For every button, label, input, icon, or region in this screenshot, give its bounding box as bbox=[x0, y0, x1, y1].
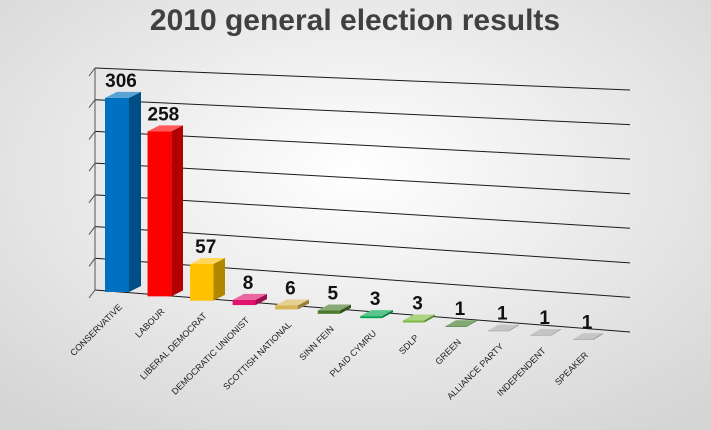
bar-front bbox=[275, 305, 298, 310]
bar bbox=[530, 328, 561, 336]
bar-side bbox=[424, 314, 435, 323]
grid-line bbox=[94, 130, 631, 160]
grid-line bbox=[94, 194, 631, 229]
bar-side bbox=[255, 293, 267, 306]
tick-mark bbox=[88, 257, 96, 267]
data-label: 306 bbox=[105, 71, 137, 92]
data-label: 57 bbox=[195, 237, 216, 258]
bar bbox=[360, 310, 393, 319]
bar-side bbox=[213, 257, 225, 301]
bar bbox=[402, 314, 435, 323]
bar-front bbox=[402, 320, 425, 323]
bar-side bbox=[550, 328, 561, 336]
bar-side bbox=[129, 91, 141, 292]
bar-top bbox=[360, 310, 393, 317]
grid-line bbox=[94, 162, 631, 195]
bar-side bbox=[171, 125, 183, 297]
data-label: 1 bbox=[497, 304, 508, 325]
grid-line bbox=[94, 226, 631, 264]
data-label: 258 bbox=[148, 104, 180, 125]
bar-side bbox=[297, 299, 309, 310]
bar-front bbox=[573, 339, 593, 340]
bar-top bbox=[402, 314, 435, 321]
grid-line bbox=[94, 289, 631, 333]
bar-top bbox=[105, 91, 141, 98]
bar-side bbox=[382, 310, 393, 319]
tick-mark bbox=[88, 226, 96, 235]
data-label: 1 bbox=[582, 312, 593, 333]
data-label: 3 bbox=[412, 294, 423, 315]
bar-top bbox=[487, 324, 519, 331]
data-label: 8 bbox=[243, 273, 254, 294]
bar-front bbox=[232, 299, 256, 306]
chart-title: 2010 general election results bbox=[150, 4, 560, 37]
bar-top bbox=[530, 328, 561, 335]
bar bbox=[105, 91, 141, 292]
data-label: 6 bbox=[285, 279, 296, 300]
bar-front bbox=[190, 263, 214, 301]
bar-top bbox=[275, 299, 309, 306]
bar-top bbox=[147, 125, 183, 132]
tick-mark bbox=[88, 162, 96, 172]
bar bbox=[317, 304, 351, 314]
tick-mark bbox=[88, 67, 96, 77]
grid-line bbox=[94, 257, 631, 298]
bar-front bbox=[317, 310, 340, 314]
grid-line bbox=[94, 67, 631, 91]
bar-side bbox=[466, 320, 477, 327]
grid-line bbox=[94, 99, 631, 126]
data-label: 1 bbox=[539, 308, 550, 329]
bar-front bbox=[530, 334, 551, 336]
bar bbox=[275, 299, 309, 310]
bar-front bbox=[487, 330, 509, 332]
tick-mark bbox=[88, 194, 96, 204]
bar-front bbox=[360, 316, 383, 319]
bar bbox=[487, 324, 519, 332]
bar-side bbox=[508, 324, 519, 332]
bar-top bbox=[317, 304, 351, 311]
bar-top bbox=[573, 333, 603, 340]
tick-mark bbox=[88, 99, 96, 109]
bar-top bbox=[232, 293, 267, 300]
bar bbox=[445, 320, 477, 327]
bar-side bbox=[339, 304, 351, 314]
bar-front bbox=[445, 326, 467, 327]
bar-top bbox=[445, 320, 477, 327]
tick-mark bbox=[88, 131, 96, 140]
data-label: 5 bbox=[328, 284, 339, 305]
data-label: 1 bbox=[455, 299, 466, 320]
bar-front bbox=[147, 131, 172, 297]
bar bbox=[573, 333, 603, 340]
bar bbox=[147, 125, 183, 297]
tick-mark bbox=[88, 289, 96, 299]
bar bbox=[232, 293, 267, 306]
bar bbox=[190, 257, 225, 301]
bar-top bbox=[190, 257, 225, 264]
bar-front bbox=[105, 97, 129, 292]
bar-side bbox=[593, 333, 603, 340]
data-label: 3 bbox=[370, 289, 381, 310]
